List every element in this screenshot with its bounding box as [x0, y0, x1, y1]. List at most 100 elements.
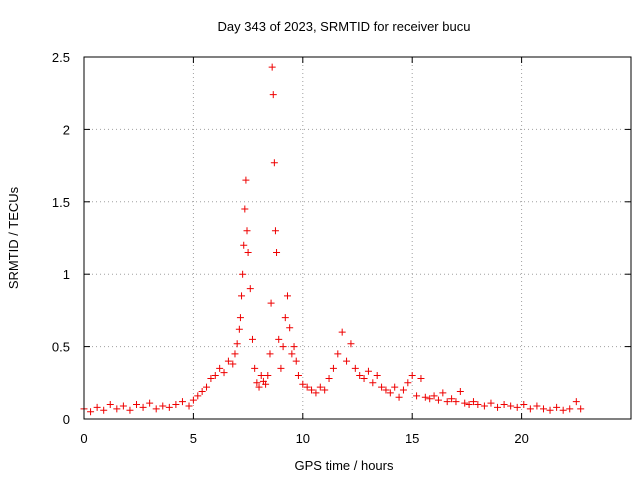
data-point — [559, 406, 567, 414]
data-point — [338, 328, 346, 336]
plot-frame — [83, 56, 632, 420]
y-tick-label: 0.5 — [52, 340, 70, 355]
data-point — [203, 383, 211, 391]
data-point — [242, 176, 250, 184]
data-point — [290, 343, 298, 351]
data-point — [299, 380, 307, 388]
data-point — [426, 395, 434, 403]
data-point — [172, 401, 180, 409]
data-point — [404, 379, 412, 387]
data-point — [266, 350, 274, 358]
data-point — [369, 379, 377, 387]
data-point — [474, 401, 482, 409]
data-point — [224, 357, 232, 365]
data-point — [520, 401, 528, 409]
data-point — [241, 205, 249, 213]
data-point — [267, 299, 275, 307]
data-point — [146, 399, 154, 407]
grid-lines — [84, 57, 631, 419]
data-point — [443, 398, 451, 406]
data-point — [461, 399, 469, 407]
data-point — [251, 364, 259, 372]
data-point — [378, 383, 386, 391]
data-point — [572, 398, 580, 406]
data-point — [283, 292, 291, 300]
data-point — [294, 372, 302, 380]
y-tick-label: 2 — [63, 122, 70, 137]
data-point — [119, 402, 127, 410]
data-point — [243, 227, 251, 235]
data-point — [231, 350, 239, 358]
data-point — [211, 372, 219, 380]
data-point — [421, 393, 429, 401]
data-point — [194, 392, 202, 400]
data-point — [246, 285, 254, 293]
data-point — [216, 364, 224, 372]
data-point — [165, 403, 173, 411]
x-tick-label: 0 — [80, 431, 87, 446]
data-point — [152, 405, 160, 413]
data-point — [159, 402, 167, 410]
x-tick-label: 5 — [190, 431, 197, 446]
data-point — [257, 372, 265, 380]
data-point — [325, 374, 333, 382]
data-point — [189, 396, 197, 404]
x-tick-label: 15 — [405, 431, 419, 446]
data-point — [382, 386, 390, 394]
data-point — [500, 401, 508, 409]
x-tick-labels: 0 5 10 15 20 — [80, 431, 528, 446]
data-point — [546, 406, 554, 414]
data-point — [269, 91, 277, 99]
data-point — [452, 398, 460, 406]
y-tick-label: 0 — [63, 412, 70, 427]
y-tick-label: 2.5 — [52, 50, 70, 65]
data-point — [434, 396, 442, 404]
data-point — [533, 402, 541, 410]
data-point — [526, 405, 534, 413]
data-point — [487, 399, 495, 407]
data-point — [351, 364, 359, 372]
data-point — [113, 405, 121, 413]
data-point — [281, 314, 289, 322]
data-point — [185, 402, 193, 410]
data-point — [312, 389, 320, 397]
data-point — [395, 393, 403, 401]
data-point — [417, 374, 425, 382]
data-point — [356, 372, 364, 380]
data-point — [229, 360, 237, 368]
x-axis-label: GPS time / hours — [295, 458, 394, 473]
data-point — [566, 405, 574, 413]
data-point — [513, 403, 521, 411]
data-point — [244, 248, 252, 256]
data-point — [100, 406, 108, 414]
chart-title: Day 343 of 2023, SRMTID for receiver buc… — [218, 19, 471, 34]
data-point — [303, 383, 311, 391]
data-point — [329, 364, 337, 372]
data-point — [439, 389, 447, 397]
data-point — [275, 335, 283, 343]
data-point — [347, 340, 355, 348]
data-point — [106, 401, 114, 409]
data-point — [239, 270, 247, 278]
data-point — [271, 227, 279, 235]
data-point — [430, 392, 438, 400]
x-tick-label: 20 — [514, 431, 528, 446]
data-point — [334, 350, 342, 358]
data-point — [448, 395, 456, 403]
y-tick-label: 1.5 — [52, 195, 70, 210]
data-point — [316, 383, 324, 391]
data-point — [343, 357, 351, 365]
data-point — [553, 403, 561, 411]
data-point — [494, 403, 502, 411]
data-point — [507, 402, 515, 410]
data-point — [236, 314, 244, 322]
data-point — [292, 357, 300, 365]
data-point — [238, 292, 246, 300]
data-point — [255, 383, 263, 391]
data-point — [87, 408, 95, 416]
data-point — [469, 398, 477, 406]
data-point — [133, 401, 141, 409]
data-point — [93, 403, 101, 411]
data-point — [240, 241, 248, 249]
